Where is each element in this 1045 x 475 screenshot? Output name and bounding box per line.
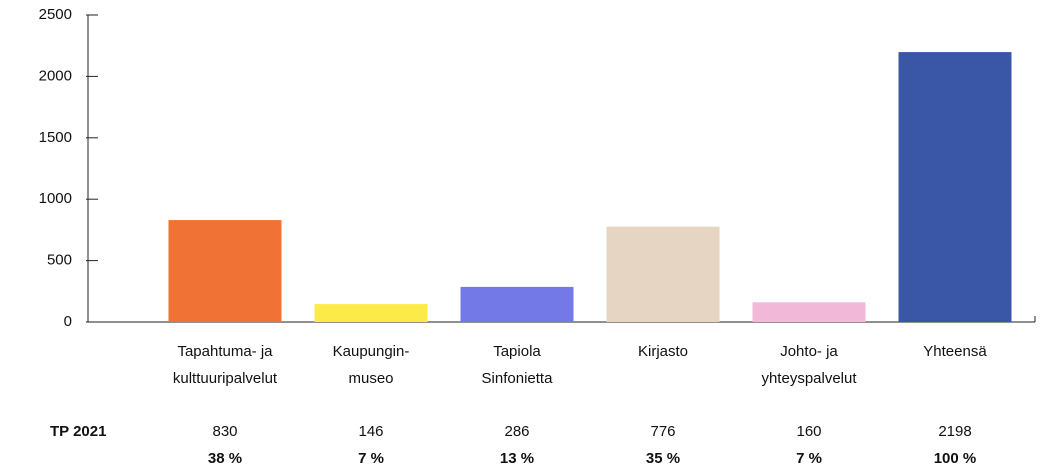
row-label: TP 2021 — [50, 423, 106, 440]
x-tick-label: museo — [348, 370, 393, 387]
y-tick-label: 1000 — [39, 190, 72, 207]
bar — [898, 52, 1012, 322]
share-label: 7 % — [358, 450, 384, 467]
x-tick-label: Tapiola — [493, 343, 541, 360]
x-tick-label: Kaupungin- — [333, 343, 410, 360]
bar — [460, 286, 574, 322]
x-tick-label: yhteyspalvelut — [761, 370, 857, 387]
y-tick-label: 2000 — [39, 67, 72, 84]
bar — [168, 220, 282, 322]
bar — [752, 302, 866, 322]
share-label: 100 % — [934, 450, 977, 467]
bar — [606, 226, 720, 322]
x-tick-label: Tapahtuma- ja — [177, 343, 273, 360]
bar — [314, 304, 428, 322]
y-tick-label: 2500 — [39, 6, 72, 23]
y-tick-label: 1500 — [39, 129, 72, 146]
value-label: 286 — [504, 423, 529, 440]
value-label: 776 — [650, 423, 675, 440]
value-label: 830 — [212, 423, 237, 440]
share-label: 35 % — [646, 450, 680, 467]
share-label: 13 % — [500, 450, 534, 467]
y-tick-label: 0 — [64, 313, 72, 330]
share-label: 38 % — [208, 450, 242, 467]
value-label: 2198 — [938, 423, 971, 440]
x-tick-label: Kirjasto — [638, 343, 688, 360]
y-tick-label: 500 — [47, 252, 72, 269]
x-tick-label: kulttuuripalvelut — [173, 370, 278, 387]
share-label: 7 % — [796, 450, 822, 467]
x-tick-label: Yhteensä — [923, 343, 987, 360]
value-label: 146 — [358, 423, 383, 440]
value-label: 160 — [796, 423, 821, 440]
x-tick-label: Sinfonietta — [482, 370, 554, 387]
x-tick-label: Johto- ja — [780, 343, 838, 360]
